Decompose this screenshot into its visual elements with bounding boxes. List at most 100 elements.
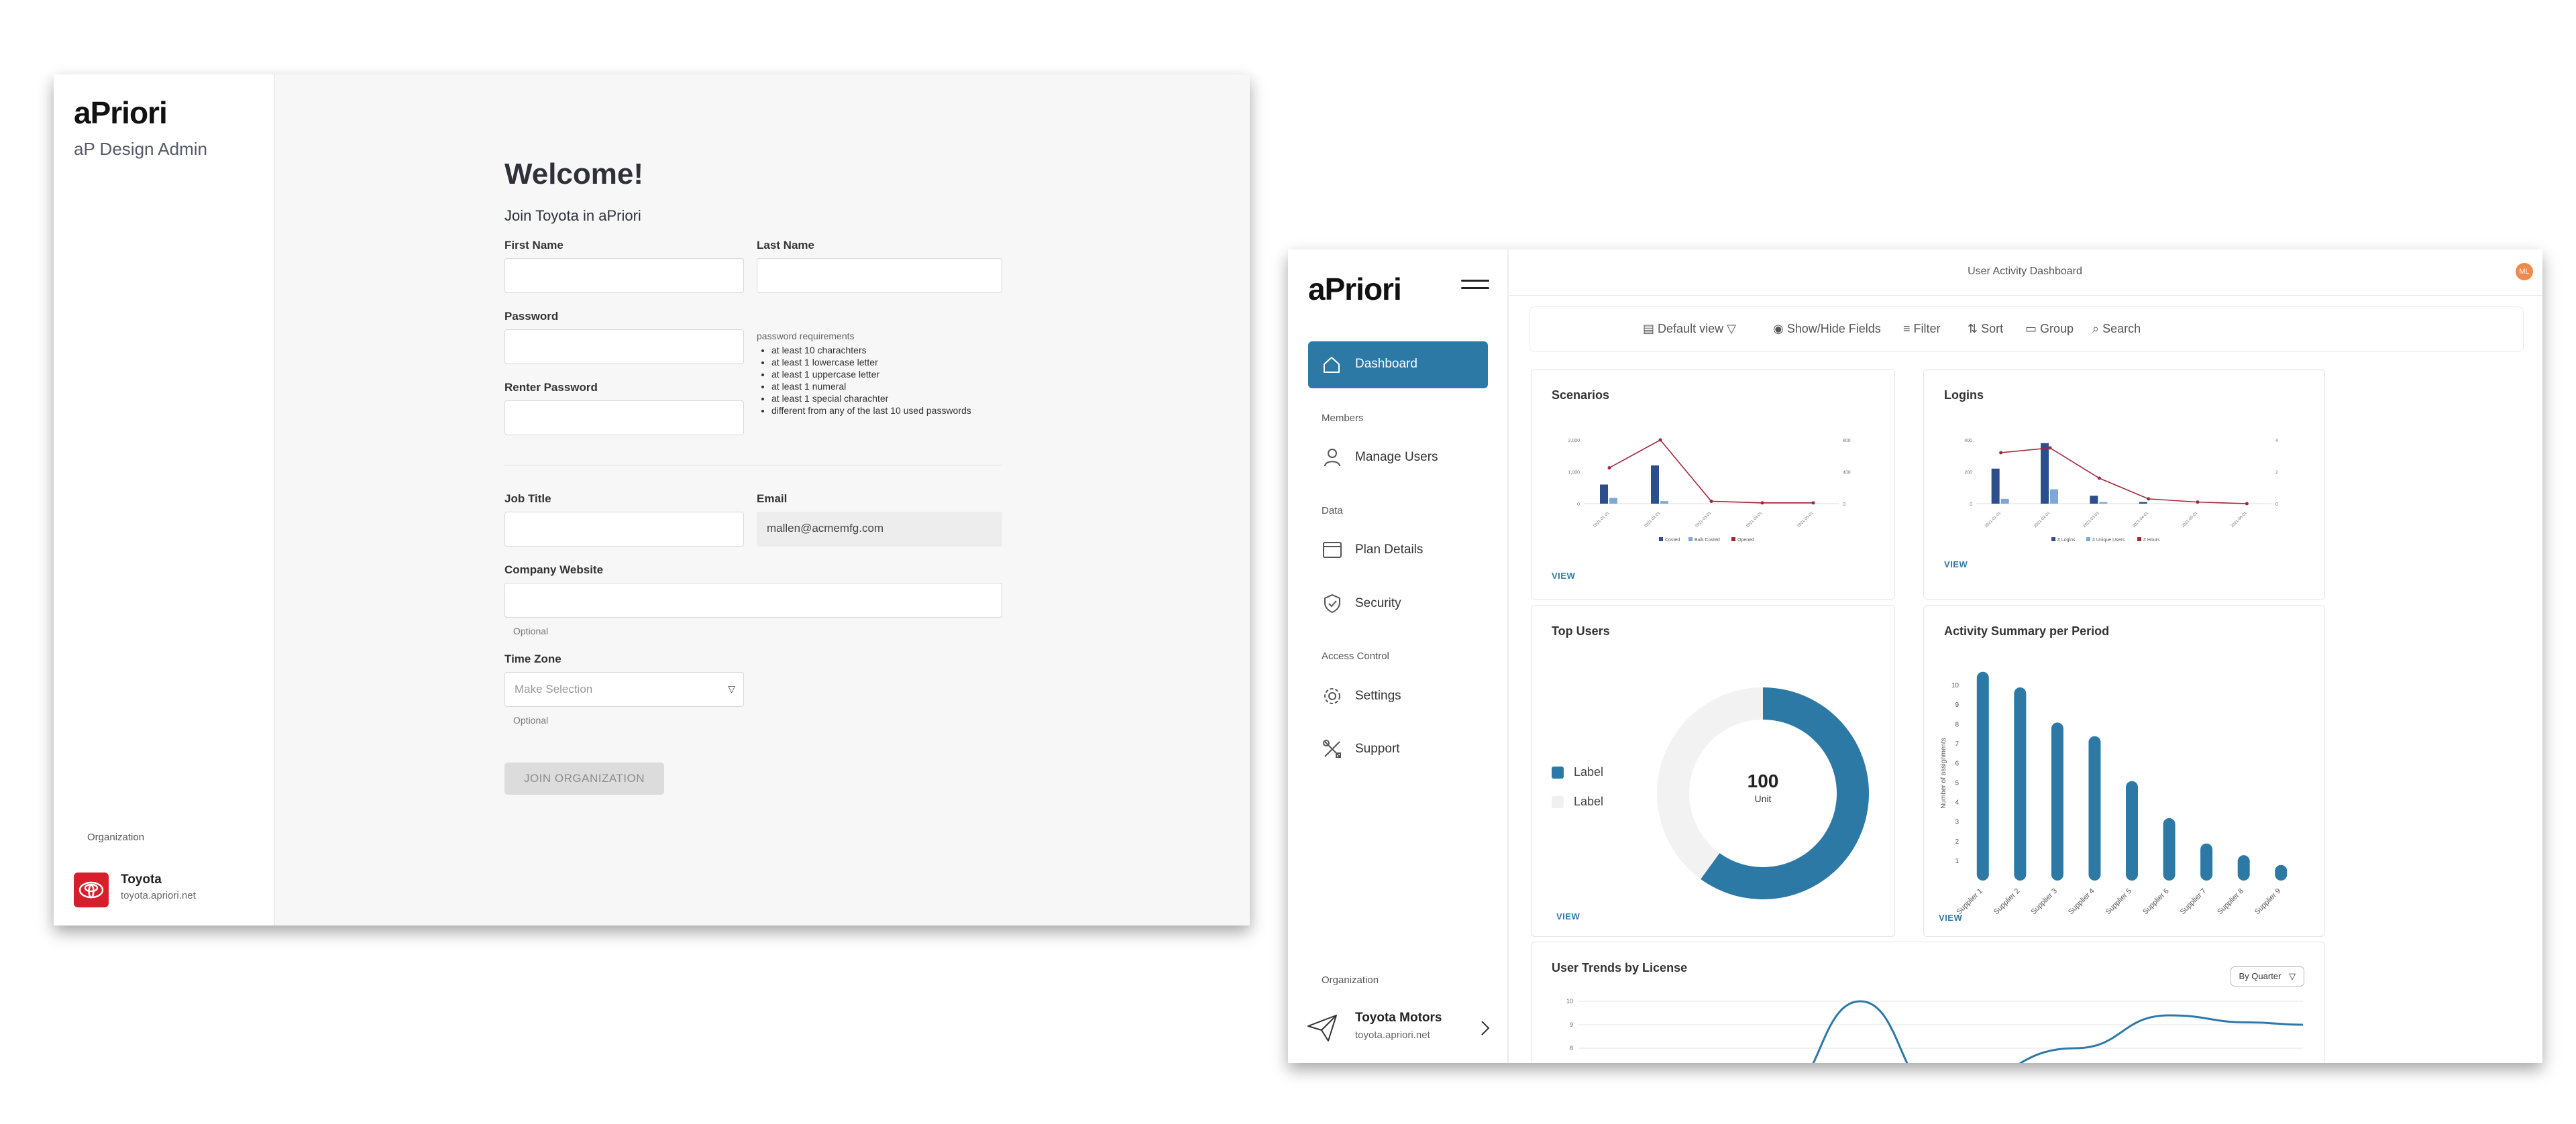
x-tick-label: 2021-04-01: [1746, 511, 1763, 528]
access-control-caption: Access Control: [1322, 651, 1389, 662]
bar: [2139, 502, 2147, 504]
top-users-card: Top Users Label Label 100 Unit VIEW: [1531, 605, 1895, 937]
job-title-input[interactable]: [504, 512, 744, 547]
legend-label: Costed: [1665, 538, 1680, 543]
x-tick-label: Supplier 4: [2067, 887, 2096, 917]
last-name-input[interactable]: [757, 258, 1002, 293]
company-website-input[interactable]: [504, 583, 1002, 618]
line-point: [1709, 499, 1713, 503]
default-view-dropdown[interactable]: ▤ Default view ▽: [1643, 322, 1736, 336]
y-tick-label: 10: [1951, 682, 1960, 689]
group-button[interactable]: ▭ Group: [2025, 322, 2074, 336]
company-website-label: Company Website: [504, 563, 604, 576]
view-link[interactable]: VIEW: [1939, 913, 1963, 923]
x-tick-label: 2021-02-01: [2033, 511, 2051, 528]
first-name-input[interactable]: [504, 258, 744, 293]
time-zone-select[interactable]: Make Selection ▽: [504, 672, 744, 707]
password-requirements-title: password requirements: [757, 331, 855, 341]
activity-card: Activity Summary per Period Number of as…: [1923, 605, 2325, 937]
legend-label: # Unique Users: [2092, 538, 2125, 543]
y2-tick-label: 400: [1843, 471, 1851, 475]
nav-item-label: Dashboard: [1355, 357, 1417, 371]
show-hide-label: Show/Hide Fields: [1786, 322, 1881, 335]
filter-button[interactable]: ≡ Filter: [1903, 322, 1941, 336]
show-hide-fields-button[interactable]: ◉ Show/Hide Fields: [1773, 322, 1881, 336]
search-button[interactable]: ⌕ Search: [2092, 322, 2141, 336]
signup-window: aPriori aP Design Admin Organization Toy…: [54, 74, 1250, 925]
y2-tick-label: 0: [2275, 502, 2278, 507]
y-tick-label: 8: [1955, 721, 1959, 728]
x-tick-label: Supplier 9: [2253, 887, 2283, 917]
requirement-item: different from any of the last 10 used p…: [771, 404, 973, 416]
line-point: [2196, 500, 2200, 504]
welcome-heading: Welcome!: [504, 158, 644, 190]
menu-icon[interactable]: [1461, 280, 1489, 294]
last-name-label: Last Name: [757, 239, 814, 251]
trends-chart: 8 9 10: [1566, 998, 2304, 1063]
nav-item-security[interactable]: Security: [1322, 590, 1496, 617]
legend-swatch: [1552, 767, 1564, 779]
bar: [2090, 496, 2098, 504]
bar: [2051, 722, 2063, 881]
password-label: Password: [504, 310, 559, 323]
join-organization-button[interactable]: JOIN ORGANIZATION: [504, 763, 664, 795]
avatar[interactable]: ML: [2516, 263, 2533, 280]
series-line: [1812, 1000, 2304, 1063]
x-tick-label: Supplier 3: [2029, 887, 2059, 917]
tools-icon: [1323, 740, 1341, 758]
nav-item-label: Security: [1355, 596, 1401, 610]
card-title: Top Users: [1552, 624, 1610, 638]
gear-icon: [1324, 688, 1340, 704]
chevron-right-icon[interactable]: [1479, 1019, 1491, 1037]
time-zone-hint: Optional: [513, 715, 549, 726]
nav-item-label: Plan Details: [1355, 543, 1424, 557]
reenter-password-input[interactable]: [504, 400, 744, 435]
bar: [2126, 781, 2138, 881]
legend-swatch: [1731, 537, 1735, 541]
sort-icon: ⇅: [1968, 322, 1978, 335]
nav-item-settings[interactable]: Settings: [1322, 683, 1496, 710]
line-point: [2097, 476, 2101, 480]
donut-center-value: 100: [1747, 771, 1779, 791]
y-tick-label: 400: [1964, 439, 1972, 443]
line-point: [1760, 501, 1764, 505]
line-point: [1811, 501, 1815, 505]
search-label: Search: [2102, 322, 2141, 335]
legend-swatch: [1688, 537, 1693, 541]
organization-caption: Organization: [87, 832, 145, 843]
y-tick-label: 9: [1570, 1021, 1573, 1028]
bar: [2088, 736, 2101, 881]
view-link[interactable]: VIEW: [1556, 911, 1580, 921]
by-quarter-dropdown[interactable]: By Quarter ▽: [2230, 966, 2304, 987]
eye-icon: ◉: [1773, 322, 1784, 335]
y-tick-label: 2,000: [1568, 439, 1580, 443]
nav-item-plan-details[interactable]: Plan Details: [1322, 537, 1496, 563]
sort-button[interactable]: ⇅ Sort: [1968, 322, 2003, 336]
y2-tick-label: 4: [2275, 439, 2278, 443]
card-title: Activity Summary per Period: [1944, 624, 2110, 638]
email-label: Email: [757, 492, 788, 505]
app-subtitle: aP Design Admin: [74, 139, 207, 159]
view-link[interactable]: VIEW: [1552, 571, 1576, 581]
chevron-down-icon: ▽: [2289, 971, 2296, 981]
layout-icon: ▤: [1643, 322, 1655, 335]
logins-chart: 0 200 400 0 2 4 2021-01-01 2021-02-01 2021-03-01…: [1964, 439, 2278, 543]
y-axis-label: Number of assignments: [1940, 738, 1947, 809]
y-tick-label: 6: [1955, 760, 1959, 767]
bar: [2237, 855, 2250, 881]
nav-item-support[interactable]: Support: [1322, 736, 1496, 763]
nav-item-dashboard[interactable]: Dashboard: [1308, 341, 1488, 388]
password-input[interactable]: [504, 329, 744, 364]
y2-tick-label: 0: [1843, 502, 1845, 507]
apriori-logo: aPriori: [74, 95, 168, 130]
nav-item-manage-users[interactable]: Manage Users: [1322, 444, 1496, 471]
y-tick-label: 1,000: [1568, 471, 1580, 475]
dashboard-window: aPriori Dashboard Members Manage Users D…: [1288, 249, 2542, 1063]
bar: [2099, 502, 2108, 504]
legend-swatch: [1659, 537, 1663, 541]
legend-label: Label: [1574, 765, 1604, 779]
join-text: Join Toyota in aPriori: [504, 207, 641, 224]
x-tick-label: Supplier 6: [2141, 887, 2171, 917]
top-bar: User Activity Dashboard ML: [1507, 249, 2542, 296]
view-link[interactable]: VIEW: [1944, 559, 1968, 569]
